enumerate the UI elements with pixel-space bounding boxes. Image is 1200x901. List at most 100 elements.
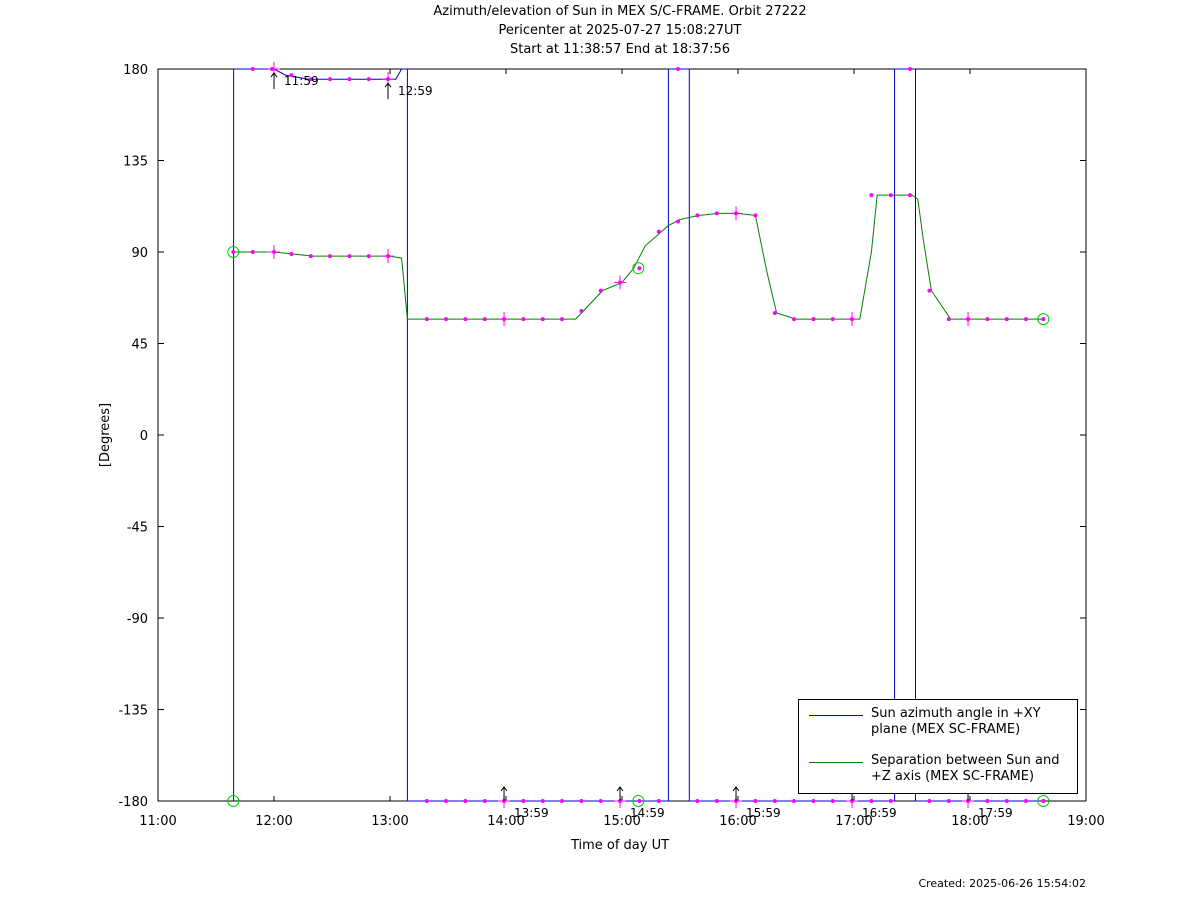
y-axis-label: [Degrees] xyxy=(98,403,113,467)
azimuth-series-line xyxy=(233,68,1040,802)
annotation-arrowhead xyxy=(732,786,740,792)
data-point-marker xyxy=(250,67,255,71)
data-point-marker xyxy=(772,311,777,315)
data-point-marker xyxy=(347,77,352,82)
data-point-marker xyxy=(1024,799,1029,803)
data-point-marker xyxy=(908,67,913,71)
time-annotation: 15:59 xyxy=(746,806,781,820)
annotation-arrowhead xyxy=(384,82,392,88)
data-point-marker xyxy=(753,799,758,803)
legend-item-separation: Separation between Sun and +Z axis (MEX … xyxy=(809,753,1067,785)
event-circle-marker xyxy=(1037,795,1050,807)
data-point-marker xyxy=(637,799,642,803)
y-tick-label: 0 xyxy=(140,429,148,444)
plot-frame xyxy=(157,68,1087,802)
x-tick-label: 11:00 xyxy=(139,814,176,829)
x-tick-label: 12:00 xyxy=(255,814,292,829)
data-point-marker xyxy=(521,799,526,803)
data-point-marker xyxy=(830,317,835,322)
data-point-marker xyxy=(560,799,565,803)
data-point-marker xyxy=(869,193,874,198)
data-point-marker xyxy=(444,799,449,803)
x-tick-label: 18:00 xyxy=(951,814,988,829)
legend-swatch-separation xyxy=(809,762,863,763)
data-point-marker xyxy=(308,254,313,259)
data-point-marker xyxy=(1004,317,1009,322)
data-point-marker xyxy=(308,77,313,82)
data-point-marker xyxy=(714,211,719,216)
time-annotation: 11:59 xyxy=(284,74,319,88)
legend-label-azimuth: Sun azimuth angle in +XY plane (MEX SC-F… xyxy=(871,706,1041,737)
data-point-marker xyxy=(598,799,603,803)
data-point-marker xyxy=(637,266,642,271)
chart-title-line-2: Pericenter at 2025-07-27 15:08:27UT xyxy=(498,23,742,38)
time-annotation: 17:59 xyxy=(978,806,1013,820)
data-point-marker xyxy=(463,317,468,322)
data-point-marker xyxy=(579,308,584,313)
x-tick-label: 19:00 xyxy=(1067,814,1104,829)
data-point-marker xyxy=(444,317,449,322)
y-tick-label: -135 xyxy=(118,704,148,719)
x-tick-label: 14:00 xyxy=(487,814,524,829)
data-point-marker xyxy=(1041,317,1046,322)
data-point-marker xyxy=(830,799,835,803)
data-point-marker xyxy=(946,317,951,322)
chart-legend: Sun azimuth angle in +XY plane (MEX SC-F… xyxy=(798,699,1078,794)
data-point-marker xyxy=(946,799,951,803)
data-point-marker xyxy=(540,799,545,803)
data-point-marker xyxy=(328,254,333,259)
legend-label-separation: Separation between Sun and +Z axis (MEX … xyxy=(871,753,1060,784)
data-point-marker xyxy=(1004,799,1009,803)
data-point-marker xyxy=(792,317,797,322)
chart-title-line-1: Azimuth/elevation of Sun in MEX S/C-FRAM… xyxy=(433,4,807,19)
data-point-marker xyxy=(289,73,294,78)
data-point-marker xyxy=(676,219,681,224)
data-point-marker xyxy=(714,799,719,803)
data-point-marker xyxy=(927,288,932,293)
event-circle-marker xyxy=(1037,313,1050,326)
legend-swatch-azimuth xyxy=(809,715,863,716)
x-tick-label: 16:00 xyxy=(719,814,756,829)
x-axis-label: Time of day UT xyxy=(570,838,669,853)
data-point-marker xyxy=(366,77,371,82)
data-point-marker xyxy=(753,213,758,218)
created-timestamp: Created: 2025-06-26 15:54:02 xyxy=(918,877,1086,890)
data-point-marker xyxy=(985,799,990,803)
y-tick-label: 180 xyxy=(123,63,148,78)
time-annotation: 13:59 xyxy=(514,806,549,820)
event-circle-marker xyxy=(227,795,240,807)
data-point-marker xyxy=(772,799,777,803)
data-point-marker xyxy=(424,317,429,322)
data-point-marker xyxy=(366,254,371,259)
event-circle-marker xyxy=(632,262,645,275)
data-point-marker xyxy=(695,213,700,218)
data-point-marker xyxy=(888,799,893,803)
data-point-marker xyxy=(328,77,333,82)
y-tick-label: -45 xyxy=(127,521,148,536)
y-tick-label: 90 xyxy=(131,246,148,261)
x-tick-label: 17:00 xyxy=(835,814,872,829)
data-point-marker xyxy=(231,250,236,254)
data-point-marker xyxy=(656,229,661,234)
event-circle-marker xyxy=(227,246,240,258)
legend-item-azimuth: Sun azimuth angle in +XY plane (MEX SC-F… xyxy=(809,706,1067,738)
y-tick-label: 135 xyxy=(123,155,148,170)
data-point-marker xyxy=(1041,799,1046,803)
data-point-marker xyxy=(869,799,874,803)
chart-title-line-3: Start at 11:38:57 End at 18:37:56 xyxy=(509,42,731,57)
data-point-marker xyxy=(289,252,294,257)
data-point-marker xyxy=(250,250,255,254)
data-point-marker xyxy=(482,317,487,322)
data-point-marker xyxy=(985,317,990,322)
data-point-marker xyxy=(424,799,429,803)
data-point-marker xyxy=(811,317,816,322)
y-tick-label: -90 xyxy=(127,612,148,627)
data-point-marker xyxy=(676,67,681,71)
data-point-marker xyxy=(695,799,700,803)
x-tick-label: 13:00 xyxy=(371,814,408,829)
data-point-marker xyxy=(463,799,468,803)
data-point-marker xyxy=(792,799,797,803)
data-point-marker xyxy=(811,799,816,803)
data-point-marker xyxy=(521,317,526,322)
